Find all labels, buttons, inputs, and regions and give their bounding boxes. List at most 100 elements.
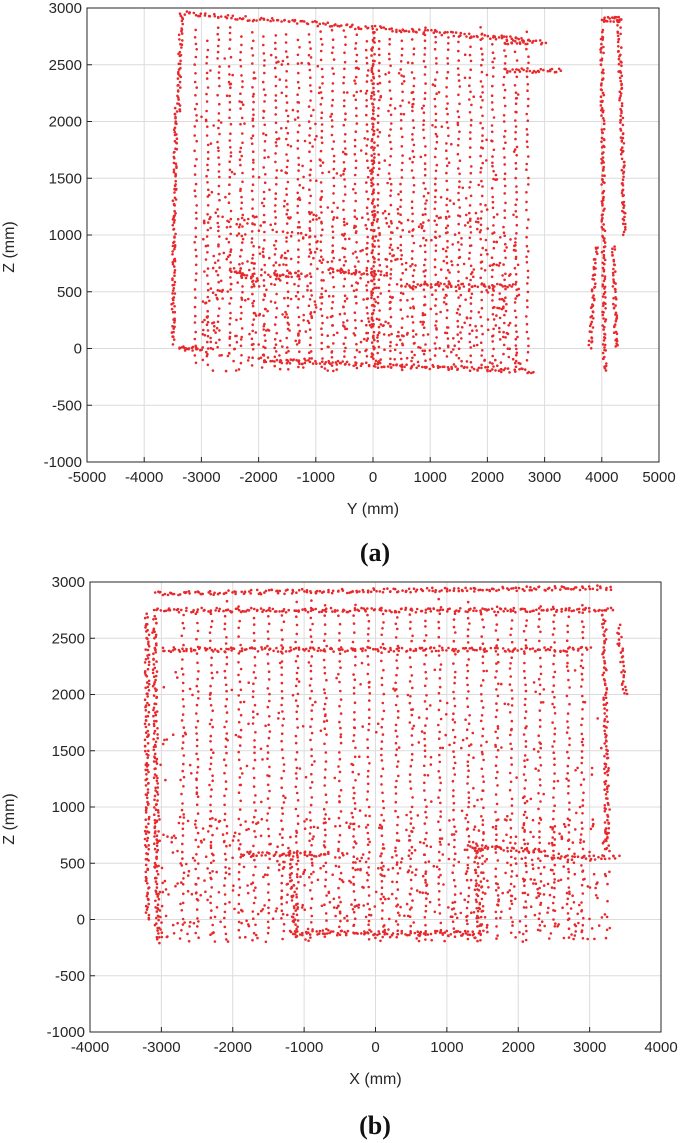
data-point bbox=[530, 588, 533, 592]
data-point bbox=[426, 28, 430, 32]
data-point bbox=[370, 251, 374, 255]
data-point bbox=[307, 321, 311, 325]
data-point bbox=[297, 588, 301, 592]
data-point bbox=[211, 709, 214, 712]
data-point bbox=[251, 108, 255, 111]
data-point bbox=[468, 244, 472, 248]
data-point bbox=[622, 218, 626, 222]
data-point bbox=[237, 720, 241, 724]
data-point bbox=[365, 306, 369, 309]
data-point bbox=[193, 173, 197, 176]
data-point bbox=[578, 588, 582, 592]
data-point bbox=[599, 48, 602, 51]
data-point bbox=[388, 80, 391, 83]
data-point bbox=[503, 184, 507, 188]
data-point bbox=[620, 109, 623, 113]
data-point bbox=[620, 656, 624, 659]
data-point bbox=[513, 301, 517, 304]
data-point bbox=[209, 215, 212, 219]
data-point bbox=[378, 932, 381, 935]
data-point bbox=[525, 191, 528, 194]
data-point bbox=[368, 646, 372, 650]
data-point bbox=[503, 278, 506, 282]
data-point bbox=[387, 650, 391, 653]
data-point bbox=[395, 30, 398, 34]
data-point bbox=[238, 650, 242, 653]
data-point bbox=[210, 656, 213, 660]
data-point bbox=[514, 610, 517, 614]
data-point bbox=[513, 148, 517, 151]
data-point bbox=[154, 617, 158, 621]
data-point bbox=[480, 290, 484, 294]
data-point bbox=[411, 234, 414, 238]
data-point bbox=[332, 201, 336, 205]
data-point bbox=[266, 652, 270, 656]
data-point bbox=[492, 215, 496, 219]
data-point bbox=[476, 920, 479, 923]
data-point bbox=[480, 366, 483, 370]
data-point bbox=[144, 719, 148, 722]
data-point bbox=[302, 175, 305, 179]
data-point bbox=[229, 288, 232, 291]
data-point bbox=[218, 252, 221, 256]
data-point bbox=[445, 929, 449, 933]
data-point bbox=[190, 649, 193, 653]
data-point bbox=[155, 910, 159, 913]
data-point bbox=[342, 234, 345, 237]
data-point bbox=[218, 607, 221, 611]
data-point bbox=[423, 53, 427, 56]
data-point bbox=[570, 858, 574, 861]
data-point bbox=[540, 41, 544, 45]
data-point bbox=[153, 729, 157, 733]
data-point bbox=[210, 788, 213, 791]
data-point bbox=[476, 217, 480, 220]
data-point bbox=[411, 263, 414, 266]
data-point bbox=[205, 323, 209, 327]
data-point bbox=[466, 933, 470, 936]
data-point bbox=[308, 272, 312, 275]
data-point bbox=[315, 20, 318, 24]
data-point bbox=[620, 671, 623, 674]
data-point bbox=[156, 873, 160, 876]
data-point bbox=[388, 246, 392, 249]
y-tick-label: 0 bbox=[74, 341, 82, 358]
data-point bbox=[266, 797, 270, 800]
data-point bbox=[195, 114, 198, 117]
data-point bbox=[344, 237, 347, 241]
data-point bbox=[359, 647, 363, 651]
data-point bbox=[440, 589, 443, 592]
scatter-chart-b: -4000 -3000 -2000 -1000 0 1000 2000 3000 4000-10… bbox=[1, 574, 678, 1088]
data-point bbox=[147, 859, 150, 862]
data-point bbox=[303, 361, 307, 365]
data-point bbox=[147, 645, 151, 648]
data-point bbox=[197, 862, 200, 865]
data-point bbox=[211, 676, 214, 680]
data-point bbox=[376, 128, 379, 132]
data-point bbox=[321, 258, 325, 261]
data-point bbox=[309, 76, 312, 79]
data-point bbox=[263, 181, 267, 184]
data-point bbox=[514, 370, 517, 373]
data-point bbox=[181, 917, 185, 921]
data-point bbox=[424, 250, 427, 254]
data-point bbox=[622, 674, 626, 677]
data-point bbox=[323, 932, 327, 935]
data-point bbox=[504, 296, 507, 300]
data-point bbox=[252, 283, 255, 286]
data-point bbox=[236, 18, 239, 21]
data-point bbox=[181, 834, 185, 837]
data-point bbox=[352, 332, 356, 335]
data-point bbox=[146, 868, 149, 871]
data-point bbox=[591, 310, 595, 313]
data-point bbox=[603, 742, 606, 745]
data-point bbox=[307, 931, 310, 934]
data-point bbox=[274, 350, 278, 353]
data-point bbox=[185, 347, 188, 350]
data-point bbox=[426, 333, 430, 336]
data-point bbox=[156, 903, 160, 906]
data-point bbox=[154, 890, 158, 894]
data-point bbox=[171, 292, 174, 295]
data-point bbox=[228, 108, 232, 111]
data-point bbox=[476, 874, 480, 878]
data-point bbox=[371, 64, 375, 68]
